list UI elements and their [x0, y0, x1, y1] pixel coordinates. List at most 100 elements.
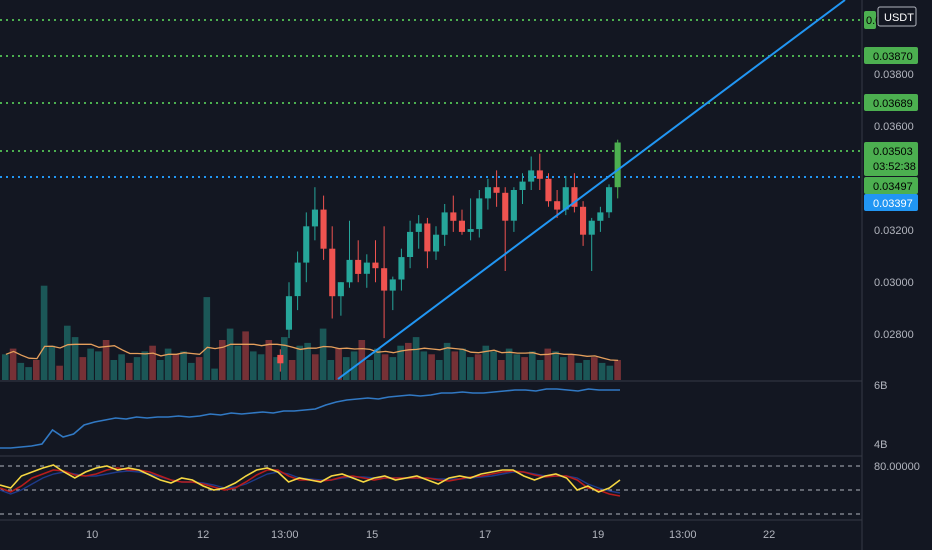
- y-tick-0.02800: 0.02800: [874, 329, 914, 341]
- candlesticks: [277, 139, 621, 372]
- candle-body-3: [303, 226, 310, 263]
- volume-bar-35: [273, 357, 280, 380]
- candle-body-24: [484, 187, 491, 199]
- candle-body-10: [363, 262, 370, 274]
- volume-bar-44: [343, 357, 350, 380]
- osc-line-k: [0, 464, 621, 493]
- volume-bar-71: [552, 351, 559, 380]
- volume-bar-28: [219, 340, 226, 380]
- candle-body-22: [467, 229, 474, 232]
- volume-bar-6: [48, 345, 56, 380]
- volume-bar-24: [188, 362, 195, 380]
- candle-body-29: [528, 170, 535, 182]
- candle-body-2: [294, 262, 301, 297]
- volume-bar-2: [17, 362, 25, 380]
- candle-body-35: [580, 206, 587, 235]
- x-tick-13-00-a: 13:00: [271, 529, 299, 541]
- candle-body-28: [519, 181, 526, 190]
- volume-bar-7: [56, 365, 63, 380]
- volume-bar-10: [79, 357, 87, 380]
- volume-bar-74: [575, 362, 583, 380]
- volume-bar-48: [374, 348, 381, 380]
- osc-level-label: 80.00000: [874, 461, 920, 473]
- candle-body-15: [407, 231, 414, 257]
- price-tag-0.03497: 0.03497: [864, 177, 918, 194]
- candle-body-12: [381, 268, 388, 291]
- volume-bar-34: [265, 340, 273, 380]
- candle-body-19: [441, 212, 448, 235]
- trend-line[interactable]: [337, 0, 846, 380]
- volume-bar-23: [180, 351, 187, 380]
- volume-bar-1: [9, 348, 17, 380]
- volume-bar-77: [598, 362, 606, 380]
- volume-bars: [2, 285, 621, 380]
- volume-bar-61: [474, 354, 482, 380]
- volume-bar-26: [203, 297, 211, 380]
- volume-bar-43: [335, 348, 342, 380]
- volume-bar-55: [428, 354, 435, 380]
- volume-bar-19: [149, 345, 156, 380]
- volume-bar-70: [544, 348, 552, 380]
- candle-body-36: [588, 220, 595, 235]
- volume-bar-60: [467, 357, 474, 380]
- candle-body-16: [415, 223, 422, 232]
- candle-body-37: [597, 212, 604, 221]
- price-tag-0.03870-text: 0.03870: [873, 51, 913, 63]
- candle-body-30: [536, 170, 543, 179]
- volume-bar-49: [381, 354, 389, 380]
- volume-bar-45: [350, 351, 358, 380]
- candle-body-21: [458, 220, 465, 232]
- volume-bar-50: [389, 357, 397, 380]
- candle-body-26: [502, 192, 509, 221]
- x-tick-19: 19: [592, 529, 604, 541]
- candle-body-31: [545, 178, 552, 202]
- volume-bar-29: [226, 328, 234, 380]
- candle-body-20: [450, 212, 457, 221]
- candle-body-14: [398, 257, 405, 280]
- volume-bar-12: [95, 351, 102, 380]
- volume-bar-25: [195, 357, 203, 380]
- candle-body-39: [614, 142, 621, 188]
- volume-bar-39: [304, 342, 311, 380]
- volume-bar-11: [87, 348, 94, 380]
- volume-bar-5: [40, 285, 48, 380]
- y-tick-0.03200: 0.03200: [874, 225, 914, 237]
- y-tick-0.03600: 0.03600: [874, 121, 914, 133]
- volume-bar-0: [2, 354, 9, 380]
- volume-bar-16: [126, 362, 133, 380]
- volume-bar-30: [234, 345, 242, 380]
- volume-bar-3: [25, 367, 32, 380]
- volume-bar-73: [567, 354, 575, 380]
- volume-bar-17: [133, 357, 141, 380]
- volume-bar-21: [164, 348, 172, 380]
- volume-bar-33: [257, 354, 265, 380]
- currency-badge[interactable]: USDT: [877, 6, 917, 27]
- y-tick-0.03800: 0.03800: [874, 69, 914, 81]
- volume-bar-75: [583, 360, 590, 380]
- volume-ma-line: [5, 343, 619, 362]
- volume-bar-14: [110, 360, 118, 380]
- volume-bar-58: [451, 351, 459, 380]
- x-tick-12: 12: [197, 529, 209, 541]
- volume-bar-76: [591, 357, 598, 380]
- currency-label: USDT: [884, 12, 914, 24]
- price-tag-current-text: 0.03503: [873, 146, 913, 158]
- candle-body-18: [433, 234, 440, 252]
- x-tick-17: 17: [479, 529, 491, 541]
- pane2-label-4b: 4B: [874, 439, 887, 451]
- volume-bar-41: [319, 328, 327, 380]
- volume-bar-9: [71, 337, 79, 380]
- candle-body-27: [510, 190, 517, 221]
- candle-body-17: [424, 223, 431, 252]
- volume-bar-72: [560, 357, 567, 380]
- volume-bar-15: [118, 354, 125, 380]
- candle-body-1: [285, 296, 292, 330]
- candle-body-0: [277, 354, 284, 364]
- volume-bar-38: [296, 345, 304, 380]
- countdown-text: 03:52:38: [873, 161, 916, 173]
- candle-body-38: [606, 187, 613, 213]
- candle-body-9: [355, 259, 362, 274]
- volume-bar-53: [412, 337, 420, 380]
